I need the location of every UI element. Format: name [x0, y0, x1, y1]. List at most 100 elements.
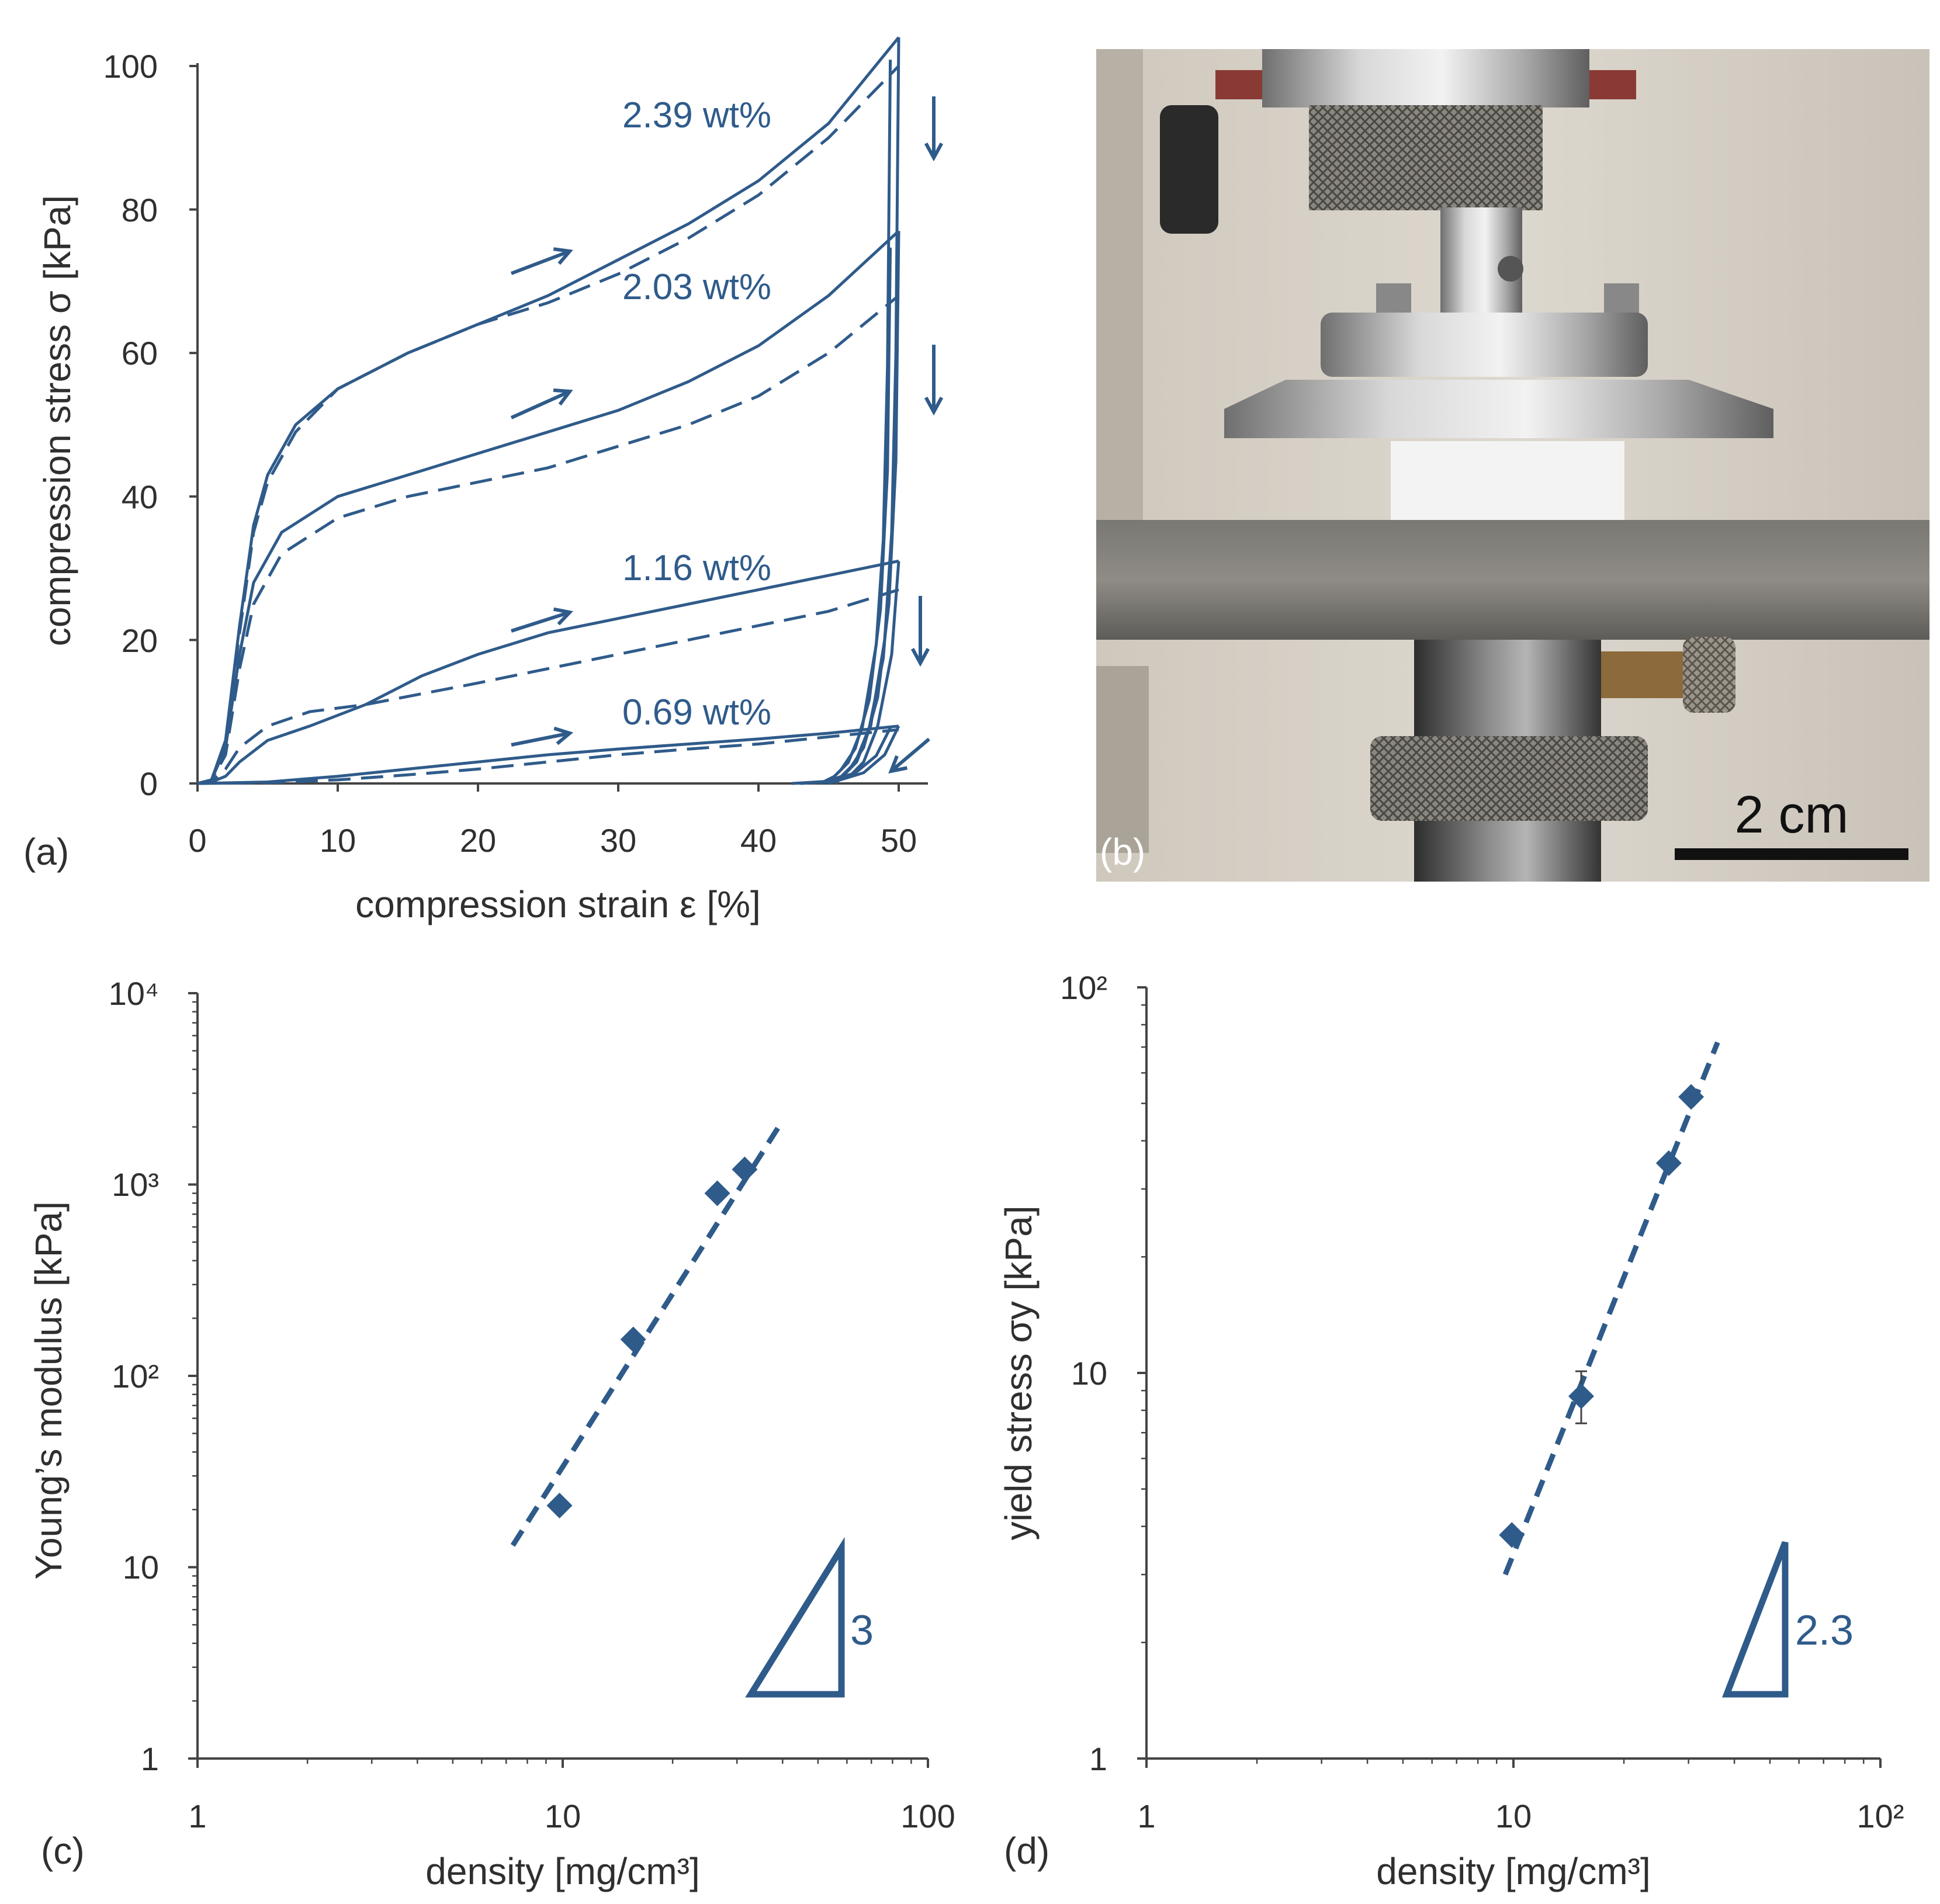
- load-arrow-2-03: [510, 390, 571, 419]
- panel-a-y-tick-label: 40: [122, 478, 158, 515]
- panel-a-y-tick-label: 20: [122, 622, 158, 659]
- panel-a-y-tick-label: 80: [122, 192, 158, 228]
- panel-d-fit-line: [1502, 1041, 1720, 1576]
- photo-pin: [1498, 256, 1523, 282]
- load-arrow-2-03-head: [553, 388, 573, 406]
- panel-c-y-tick-label: 10³: [112, 1166, 159, 1203]
- panel-a-ticks: [189, 65, 900, 792]
- unload-arrow-2-03-head: [924, 396, 944, 416]
- series-3-unload-2: [792, 727, 892, 785]
- panel-d-y-axis-label: yield stress σy [kPa]: [997, 1206, 1040, 1541]
- series-2-load-dashed: [197, 588, 899, 785]
- scale-bar: [1675, 848, 1908, 860]
- panel-d-y-tick-label: 10²: [1060, 969, 1107, 1006]
- panel-a-stress-strain-chart: 0 10 20 30 40 50 0 20 40 60 80 100 compr…: [23, 36, 944, 925]
- panel-label-b: (b): [1100, 831, 1145, 873]
- series-1-load-solid: [197, 230, 900, 785]
- panel-label-d: (d): [1004, 1830, 1049, 1872]
- unload-arrow-1-16-head: [910, 647, 930, 667]
- panel-d-slope-label: 2.3: [1795, 1607, 1854, 1654]
- series-3-load-solid: [197, 724, 899, 785]
- curve-label-0-69: 0.69 wt%: [622, 692, 771, 733]
- photo-frame-left: [1096, 49, 1143, 528]
- series-0-load-dashed: [197, 65, 900, 785]
- panel-d-data-points: [1499, 1084, 1705, 1548]
- panel-d-x-tick-label: 10: [1495, 1798, 1532, 1834]
- panel-c-point: [546, 1492, 573, 1518]
- photo-lower-knurled-ring: [1370, 736, 1648, 821]
- photo-top-fixture: [1262, 49, 1589, 107]
- panel-c-x-tick-label: 100: [900, 1798, 955, 1834]
- load-arrow-0-69: [511, 731, 570, 747]
- panel-c-y-tick-label: 10⁴: [109, 975, 159, 1012]
- panel-d-yield-stress-chart: 1 10 10² 1 10 10² density [mg/cm³] yield…: [997, 969, 1904, 1892]
- panel-a-x-axis-label: compression strain ε [%]: [355, 883, 761, 925]
- panel-d-y-tick-label: 1: [1089, 1740, 1107, 1777]
- series-1-unload-2: [826, 247, 892, 785]
- panel-c-ticks: [188, 992, 929, 1768]
- unload-arrow-0-69: [890, 737, 930, 773]
- photo-clamp-ring: [1321, 313, 1648, 377]
- panel-a-y-tick-label: 0: [140, 765, 158, 802]
- panel-c-youngs-modulus-chart: 1 10 100 1 10 10² 10³ 10⁴ density [mg/cm…: [27, 975, 955, 1892]
- panel-c-y-axis-label: Young’s modulus [kPa]: [27, 1201, 70, 1580]
- photo-knob: [1160, 105, 1218, 234]
- panel-d-ticks: [1137, 986, 1882, 1768]
- series-1-load-dashed: [197, 294, 900, 785]
- unload-arrow-2-39-head: [924, 142, 944, 162]
- panel-d-slope-triangle: [1721, 1541, 1789, 1698]
- series-2-load-solid: [197, 559, 899, 785]
- panel-c-x-axis-label: density [mg/cm³]: [425, 1850, 699, 1892]
- panel-d-point: [1678, 1084, 1705, 1110]
- photo-side-knob: [1683, 637, 1735, 713]
- panel-label-a: (a): [23, 831, 69, 873]
- photo-frame-lower: [1096, 666, 1149, 853]
- panel-d-point: [1499, 1522, 1525, 1548]
- panel-c-x-tick-label: 10: [545, 1798, 581, 1834]
- panel-label-c: (c): [41, 1830, 85, 1872]
- series-3-load-dashed: [197, 728, 899, 785]
- load-arrow-1-16: [511, 611, 570, 633]
- panel-d-fit: [1502, 1041, 1720, 1576]
- panel-c-data-points: [546, 1156, 758, 1518]
- panel-c-y-tick-label: 1: [141, 1740, 159, 1777]
- panel-a-y-axis-label: compression stress σ [kPa]: [36, 195, 78, 646]
- panel-a-x-tick-label: 0: [188, 822, 206, 859]
- panel-c-fit-line: [510, 1125, 781, 1547]
- scale-bar-label: 2 cm: [1734, 786, 1848, 844]
- panel-c-slope-label: 3: [850, 1607, 874, 1654]
- panel-c-point: [620, 1326, 646, 1352]
- panel-c-slope-triangle: [745, 1537, 845, 1698]
- panel-a-x-tick-label: 30: [600, 822, 636, 859]
- panel-c-point: [732, 1156, 758, 1182]
- panel-c-fit: [510, 1125, 781, 1547]
- panel-d-point: [1655, 1150, 1682, 1176]
- photo-side-screw: [1601, 651, 1695, 698]
- panel-c-x-tick-label: 1: [188, 1798, 206, 1834]
- panel-a-x-tick-label: 10: [320, 822, 356, 859]
- load-arrow-1-16-head: [553, 607, 573, 626]
- panel-a-curves: [197, 36, 900, 785]
- series-0-load-solid: [197, 36, 900, 785]
- panel-c-y-tick-label: 10: [123, 1549, 159, 1586]
- panel-a-y-tick-label: 100: [103, 48, 158, 85]
- panel-c-y-tick-label: 10²: [112, 1358, 159, 1395]
- panel-a-y-tick-label: 60: [122, 335, 158, 372]
- panel-c-point: [704, 1180, 730, 1206]
- panel-a-direction-arrows: [510, 96, 944, 774]
- photo-compression-plate: [1224, 380, 1773, 438]
- panel-d-x-axis-label: density [mg/cm³]: [1376, 1850, 1650, 1892]
- panel-a-x-tick-labels: 0 10 20 30 40 50: [188, 822, 917, 859]
- load-arrow-2-39: [510, 249, 571, 275]
- panel-a-y-tick-labels: 0 20 40 60 80 100: [103, 48, 158, 802]
- panel-d-x-tick-label: 10²: [1857, 1798, 1904, 1834]
- photo-sample: [1391, 441, 1624, 520]
- unload-arrow-0-69-head: [888, 755, 908, 774]
- panel-a-x-tick-label: 20: [460, 822, 496, 859]
- load-arrow-0-69-head: [553, 726, 574, 745]
- panel-d-point: [1568, 1383, 1594, 1409]
- curve-label-1-16: 1.16 wt%: [622, 548, 771, 588]
- photo-base-plate: [1096, 520, 1929, 640]
- panel-b-photo: 2 cm (b): [1096, 49, 1929, 882]
